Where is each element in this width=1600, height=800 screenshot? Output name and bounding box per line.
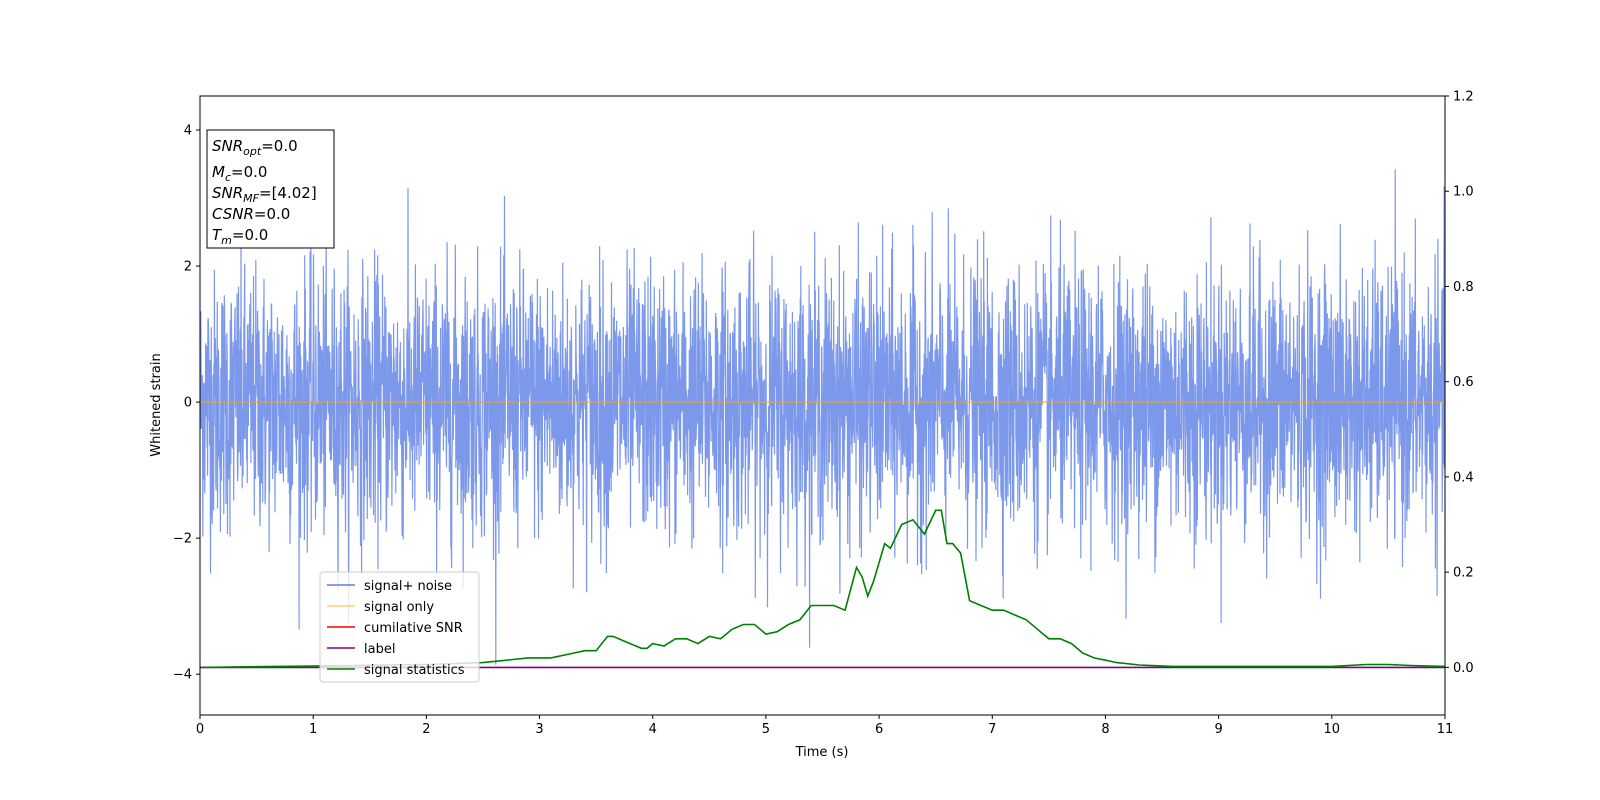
x-tick-label: 1 [309,722,317,737]
y-tick-label: 0 [184,396,192,411]
annotation-tm: Tm=0.0 [212,226,268,247]
x-tick-label: 10 [1324,722,1341,737]
x-tick-label: 6 [875,722,883,737]
ticks-layer: 0 1 2 3 4 5 6 7 8 9 10 11 −4 −2 0 2 4 0.0 0.2 0.4 0.6 0.8 1.0 1… [173,90,1474,738]
legend: signal+ noise signal only cumilative SNR… [319,571,480,683]
y-tick-label: −2 [173,532,192,547]
x-axis-title: Time (s) [795,745,849,760]
x-tick-label: 7 [988,722,996,737]
legend-label-cumulative-snr: cumilative SNR [364,621,463,636]
series-signal-noise [200,169,1445,665]
y-tick-label: 2 [184,260,192,275]
annotation-snr-mf: SNRMF=[4.02] [212,184,317,205]
annotation-mc: Mc=0.0 [212,163,267,184]
y2-tick-label: 0.8 [1453,280,1474,295]
legend-label-signal-statistics: signal statistics [364,663,465,678]
x-tick-label: 3 [535,722,543,737]
legend-label-signal-noise: signal+ noise [364,579,452,594]
annotation-box: SNRopt=0.0 Mc=0.0 SNRMF=[4.02] CSNR=0.0 … [206,129,335,249]
x-tick-label: 11 [1437,722,1454,737]
y2-tick-label: 1.0 [1453,185,1474,200]
x-tick-label: 0 [196,722,204,737]
annotation-frame [206,129,335,249]
x-tick-label: 9 [1214,722,1222,737]
legend-label-label: label [364,642,395,657]
y-tick-label: −4 [173,668,192,683]
x-tick-label: 5 [762,722,770,737]
legend-label-signal-only: signal only [364,600,434,615]
y-axis-title: Whitened strain [149,353,164,456]
x-tick-label: 4 [649,722,657,737]
y-tick-label: 4 [184,124,192,139]
annotation-snr-opt: SNRopt=0.0 [212,137,298,158]
x-tick-label: 2 [422,722,430,737]
series-signal-statistics [200,509,1445,669]
x-tick-label: 8 [1101,722,1109,737]
y2-tick-label: 0.2 [1453,566,1474,581]
y2-tick-label: 0.6 [1453,375,1474,390]
annotation-csnr: CSNR=0.0 [212,205,290,223]
legend-frame [319,571,480,683]
y2-tick-label: 0.4 [1453,470,1474,485]
y2-tick-label: 0.0 [1453,661,1474,676]
plot-frame [199,95,1446,716]
y2-tick-label: 1.2 [1453,90,1474,105]
